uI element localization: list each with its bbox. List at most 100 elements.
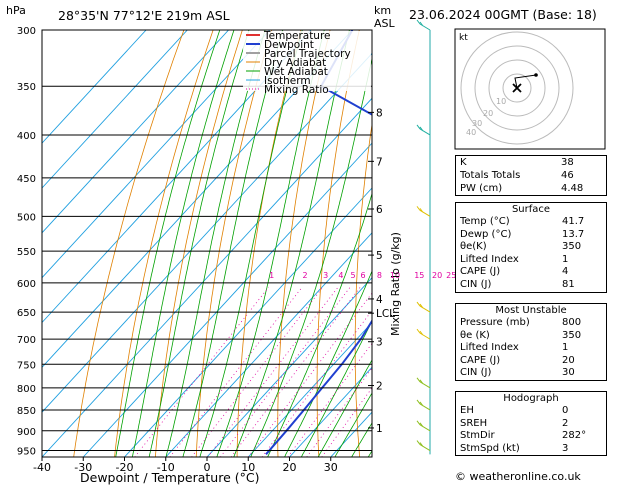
index-value: 46 [561,170,574,181]
table-row: CIN (J) 30 [456,367,606,380]
most-unstable-box: Most Unstable Pressure (mb) 800 θe (K) 350 L… [455,303,607,381]
table-row: K 38 [456,156,607,170]
pressure-tick-label: 950 [17,447,36,458]
row-label: CIN (J) [460,278,492,290]
wet-adiabat-line [165,30,266,457]
row-value: 0 [562,405,569,416]
most-unstable-title: Most Unstable [495,305,567,316]
row-label: Pressure (mb) [460,317,530,328]
row-value: 350 [562,329,582,341]
mixing-ratio-label: 15 [414,271,424,280]
surface-title: Surface [511,204,551,215]
mixing-ratio-label: 3 [323,271,328,280]
wet-adiabat-line [233,30,350,457]
wind-barbs [416,19,431,455]
wet-adiabat-line [284,270,372,457]
isotherm-line [124,187,372,457]
dry-adiabat-line [354,121,372,457]
row-value: 20 [562,354,575,366]
table-row: Lifted Index 1 [456,342,606,355]
pressure-tick-label: 500 [17,212,36,223]
row-label: Lifted Index [460,342,519,354]
copyright: © weatheronline.co.uk [455,470,581,483]
mixing-ratio-label: 5 [350,271,355,280]
row-value: 3 [562,442,569,454]
index-value: 38 [561,157,574,168]
isotherm-line [42,30,271,279]
isotherm-line [82,142,372,457]
axes: 1 2 3 4 5 6 8 10 15 20 253003504004505005506006507… [17,26,456,474]
row-label: CIN (J) [460,367,492,379]
km-tick-label: 5 [376,250,383,262]
isotherm-line [42,97,372,457]
isotherm-line [289,366,372,457]
pressure-tick-label: 700 [17,335,36,346]
table-row: θe(K) 350 [456,241,606,254]
wet-adiabat-line [334,392,372,457]
mixing-ratio-line [134,286,270,457]
row-value: 1 [562,342,569,354]
mixing-ratio-label: 2 [302,271,307,280]
table-row: CAPE (J) 4 [456,266,606,279]
hodograph: kt 10 20 30 40 [454,28,606,150]
mixing-ratio-label: 10 [390,271,400,280]
row-value: 1 [562,253,569,265]
row-value: 81 [562,278,575,290]
pressure-unit-label: hPa [6,4,26,17]
wet-adiabat-line [131,30,235,457]
pressure-tick-label: 350 [17,82,36,93]
km-tick-label: 3 [376,337,383,349]
row-label: θe(K) [460,241,487,253]
mixing-ratio-label: 4 [338,271,343,280]
table-row: Pressure (mb) 800 [456,317,606,330]
wet-adiabat-line [115,30,221,457]
isotherm-line [42,30,353,368]
isotherm-line [42,30,229,234]
pressure-tick-label: 650 [17,308,36,319]
mixing-ratio-label: 6 [361,271,366,280]
pressure-tick-label: 800 [17,384,36,395]
wind-barb [416,399,431,411]
temp-tick-label: 0 [204,461,211,474]
wind-barb [416,19,431,31]
row-value: 282° [562,430,587,442]
isotherm-line [165,232,372,457]
pressure-tick-label: 600 [17,279,36,290]
km-tick-label: 1 [376,423,383,435]
legend-dry-adiabat: Dry Adiabat [264,57,326,69]
hodograph-ring-40: 40 [466,128,476,137]
wind-barb [416,328,431,340]
dry-adiabat-line [316,30,360,457]
pressure-tick-label: 400 [17,131,36,142]
pressure-tick-label: 450 [17,174,36,185]
table-row: PW (cm) 4.48 [456,182,607,196]
storm-motion-marker [512,83,522,93]
legend: Temperature Dewpoint Parcel Trajectory D… [243,30,371,96]
km-tick-label: 7 [376,156,383,168]
dry-adiabat-line [114,30,214,457]
row-value: 41.7 [562,216,585,227]
asl-label: ASL [374,17,396,30]
row-value: 2 [562,417,569,429]
temp-tick-label: -40 [33,461,51,474]
index-label: PW (cm) [460,183,503,194]
row-label: EH [460,405,474,416]
legend-wet-adiabat: Wet Adiabat [264,66,328,78]
km-tick-label: 2 [376,381,383,393]
wet-adiabat-line [199,30,303,457]
index-value: 4.48 [561,183,584,194]
row-value: 350 [562,241,582,253]
dry-adiabat-line [155,30,243,457]
wet-adiabat-line [300,320,372,457]
hodograph-point [534,73,538,77]
isotherm-line [42,30,188,189]
wind-barb [416,206,431,217]
dry-adiabat-line [622,24,629,457]
row-value: 800 [562,317,582,328]
row-value: 4 [562,266,569,278]
mixing-ratio-label: 8 [377,271,382,280]
background-lines [42,24,629,457]
wet-adiabat-line [216,30,325,457]
hodograph-table-box: Hodograph EH 0 SREH 2 StmDir 282° StmSpd (kt) 3 [455,391,607,457]
isotherm-line [42,30,312,324]
